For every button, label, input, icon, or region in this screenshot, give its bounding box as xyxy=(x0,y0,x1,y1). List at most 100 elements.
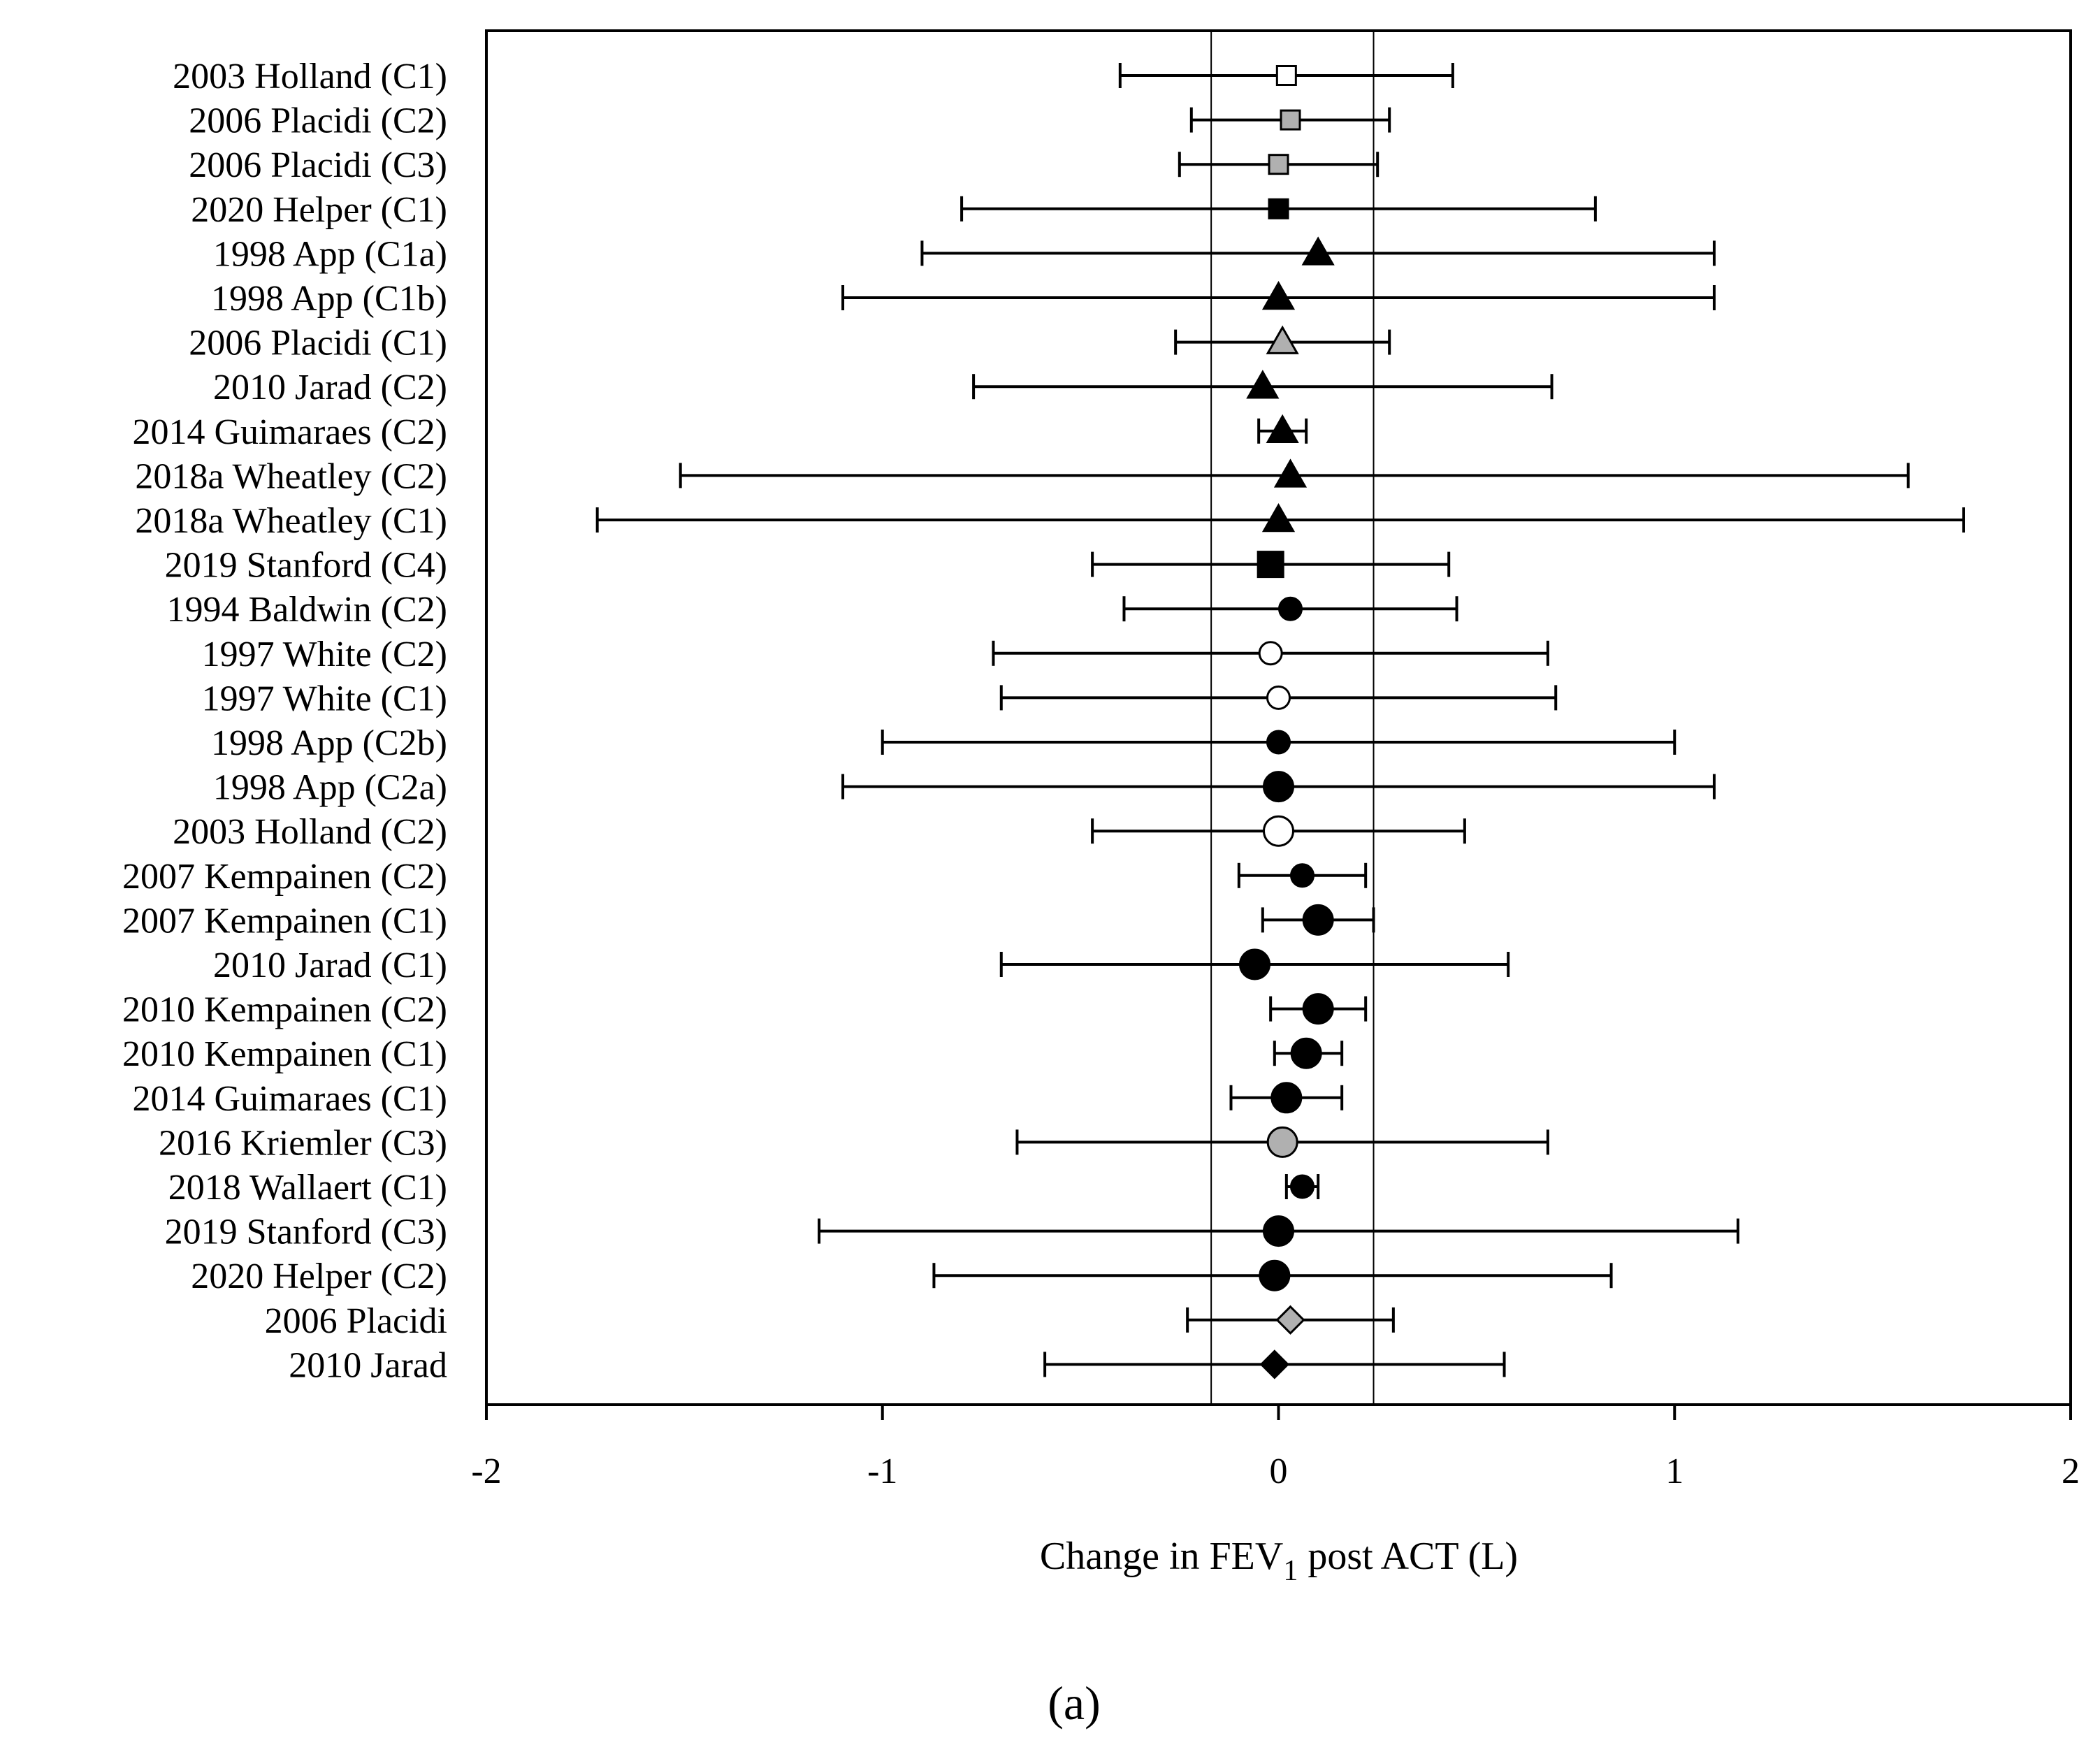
study-rows: 2003 Holland (C1)2006 Placidi (C2)2006 P… xyxy=(122,57,1965,1385)
study-label: 2014 Guimaraes (C2) xyxy=(132,412,447,452)
point-marker-circle xyxy=(1290,1037,1322,1069)
study-row: 2014 Guimaraes (C1) xyxy=(132,1079,1344,1119)
point-marker-circle xyxy=(1259,1259,1291,1291)
study-label: 2006 Placidi (C2) xyxy=(189,101,447,141)
study-label: 2018a Wheatley (C2) xyxy=(135,456,447,496)
point-marker-triangle xyxy=(1261,280,1296,310)
study-row: 2003 Holland (C2) xyxy=(173,812,1466,852)
x-tick-label: 1 xyxy=(1665,1451,1683,1491)
point-marker-triangle xyxy=(1246,370,1280,399)
study-row: 1998 App (C1a) xyxy=(213,234,1716,274)
study-label: 2014 Guimaraes (C1) xyxy=(132,1079,447,1119)
point-marker-circle xyxy=(1238,948,1270,980)
point-marker-circle xyxy=(1263,815,1294,847)
study-row: 2020 Helper (C1) xyxy=(191,190,1597,230)
study-row: 2020 Helper (C2) xyxy=(191,1257,1613,1296)
study-row: 1998 App (C2b) xyxy=(211,723,1677,763)
study-label: 2007 Kempainen (C1) xyxy=(122,901,447,941)
study-label: 2003 Holland (C2) xyxy=(173,812,447,852)
study-row: 2014 Guimaraes (C2) xyxy=(132,412,1308,452)
study-label: 1998 App (C1a) xyxy=(213,234,447,274)
study-row: 2006 Placidi xyxy=(265,1301,1395,1341)
study-label: 2006 Placidi (C3) xyxy=(189,145,447,185)
point-marker-square xyxy=(1275,65,1297,86)
x-tick-label: 2 xyxy=(2062,1451,2080,1491)
reference-lines xyxy=(1210,31,1375,1405)
point-marker-square xyxy=(1257,551,1284,579)
study-row: 2006 Placidi (C2) xyxy=(189,101,1391,141)
study-row: 1994 Baldwin (C2) xyxy=(166,590,1458,630)
point-marker-triangle xyxy=(1273,458,1308,488)
point-marker-circle xyxy=(1266,730,1291,755)
study-label: 2007 Kempainen (C2) xyxy=(122,857,447,897)
study-label: 2010 Jarad xyxy=(289,1345,447,1385)
study-row: 2006 Placidi (C3) xyxy=(189,145,1380,185)
study-row: 2018a Wheatley (C2) xyxy=(135,456,1910,496)
study-row: 2010 Kempainen (C1) xyxy=(122,1034,1344,1074)
point-marker-circle xyxy=(1302,993,1334,1025)
study-row: 2010 Jarad (C1) xyxy=(213,946,1510,985)
point-marker-circle xyxy=(1266,685,1291,710)
study-label: 1998 App (C2a) xyxy=(213,768,447,808)
study-label: 2020 Helper (C1) xyxy=(191,190,447,230)
study-label: 2019 Stanford (C4) xyxy=(165,546,447,586)
study-row: 2007 Kempainen (C1) xyxy=(122,901,1375,941)
study-label: 2018 Wallaert (C1) xyxy=(168,1168,447,1208)
study-label: 2016 Kriemler (C3) xyxy=(159,1123,447,1163)
study-row: 2010 Kempainen (C2) xyxy=(122,990,1368,1030)
study-label: 2006 Placidi xyxy=(265,1301,447,1341)
point-marker-circle xyxy=(1290,1174,1315,1199)
study-row: 2003 Holland (C1) xyxy=(173,57,1454,96)
point-marker-diamond xyxy=(1259,1349,1289,1380)
study-label: 1997 White (C1) xyxy=(202,679,447,718)
panel-label: (a) xyxy=(1048,1677,1100,1730)
study-row: 1997 White (C1) xyxy=(202,679,1558,718)
study-row: 2019 Stanford (C4) xyxy=(165,546,1451,586)
study-row: 2018a Wheatley (C1) xyxy=(135,501,1965,541)
study-row: 2006 Placidi (C1) xyxy=(189,324,1391,363)
point-marker-diamond xyxy=(1275,1305,1305,1335)
point-marker-circle xyxy=(1270,1082,1303,1114)
point-marker-triangle xyxy=(1301,236,1335,266)
point-marker-circle xyxy=(1290,863,1315,888)
study-row: 2016 Kriemler (C3) xyxy=(159,1123,1549,1163)
study-label: 2010 Jarad (C2) xyxy=(213,368,447,407)
study-row: 2010 Jarad xyxy=(289,1345,1506,1385)
study-row: 1997 White (C2) xyxy=(202,635,1549,674)
study-label: 1998 App (C1b) xyxy=(211,279,447,319)
study-row: 1998 App (C2a) xyxy=(213,768,1716,808)
study-label: 2020 Helper (C2) xyxy=(191,1257,447,1296)
point-marker-square xyxy=(1280,109,1301,131)
point-marker-circle xyxy=(1278,596,1303,621)
point-marker-triangle xyxy=(1266,325,1299,354)
x-axis: -2 -1 0 1 2 xyxy=(471,1405,2080,1491)
x-tick-label: -1 xyxy=(867,1451,897,1491)
point-marker-circle xyxy=(1263,1215,1294,1247)
point-marker-square xyxy=(1268,198,1289,219)
study-row: 2010 Jarad (C2) xyxy=(213,368,1554,407)
study-label: 2010 Kempainen (C1) xyxy=(122,1034,447,1074)
study-row: 2018 Wallaert (C1) xyxy=(168,1168,1320,1208)
point-marker-circle xyxy=(1263,771,1294,803)
point-marker-circle xyxy=(1266,1126,1298,1158)
study-row: 2007 Kempainen (C2) xyxy=(122,857,1368,897)
x-axis-title: Change in FEV1 post ACT (L) xyxy=(1040,1535,1518,1587)
study-label: 2003 Holland (C1) xyxy=(173,57,447,96)
point-marker-circle xyxy=(1258,641,1283,666)
point-marker-triangle xyxy=(1266,414,1299,444)
point-marker-square xyxy=(1268,154,1289,175)
plot-frame xyxy=(485,29,2072,1406)
study-label: 2010 Jarad (C1) xyxy=(213,946,447,985)
study-label: 2019 Stanford (C3) xyxy=(165,1212,447,1252)
study-label: 1998 App (C2b) xyxy=(211,723,447,763)
x-tick-label: 0 xyxy=(1270,1451,1288,1491)
study-row: 2019 Stanford (C3) xyxy=(165,1212,1739,1252)
study-label: 2018a Wheatley (C1) xyxy=(135,501,447,541)
study-label: 1994 Baldwin (C2) xyxy=(166,590,447,630)
study-label: 1997 White (C2) xyxy=(202,635,447,674)
point-marker-circle xyxy=(1302,904,1334,936)
study-row: 1998 App (C1b) xyxy=(211,279,1716,319)
point-marker-triangle xyxy=(1261,502,1296,533)
x-tick-label: -2 xyxy=(471,1451,501,1491)
